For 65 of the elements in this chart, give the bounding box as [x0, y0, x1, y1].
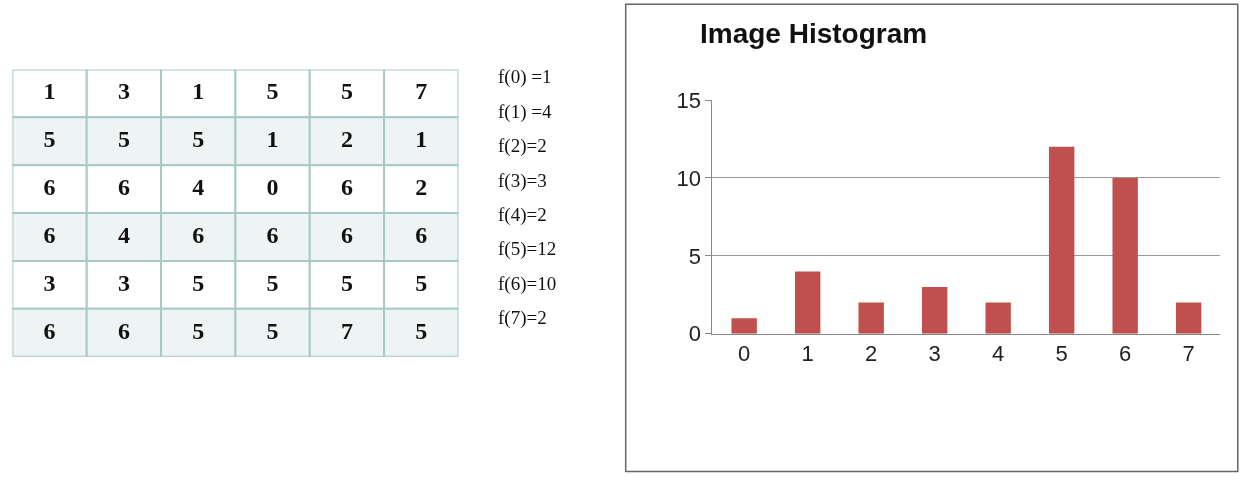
data-label: 1 [192, 78, 205, 105]
data-label: 0 [266, 174, 279, 201]
data-label: 1 [415, 126, 428, 153]
data-label: 6 [43, 222, 56, 249]
text: f(1) =4 [498, 101, 552, 123]
bar [858, 302, 884, 334]
text: f(3)=3 [498, 170, 547, 192]
y-tick-label: 5 [688, 243, 702, 269]
data-label: 2 [340, 126, 353, 153]
data-label: 6 [340, 174, 353, 201]
data-label: 3 [43, 269, 56, 296]
y-tick-label: 15 [676, 87, 702, 113]
data-label: 5 [192, 126, 205, 153]
data-label: 2 [415, 174, 428, 201]
text: f(7)=2 [498, 307, 547, 329]
data-label: 3 [117, 269, 130, 296]
bar [921, 286, 948, 334]
data-label: 6 [43, 174, 56, 201]
x-tick-label: 6 [1119, 341, 1132, 367]
data-label: 1 [266, 126, 279, 153]
text: f(5)=12 [498, 238, 557, 260]
data-label: 5 [415, 269, 428, 296]
data-label: 5 [340, 269, 353, 296]
bar [985, 302, 1011, 334]
x-tick-label: 7 [1182, 341, 1195, 367]
data-label: 6 [415, 222, 428, 249]
x-tick-label: 5 [1055, 341, 1068, 367]
data-label: 6 [266, 222, 279, 249]
y-tick-label: 0 [688, 321, 702, 347]
text: f(0) =1 [498, 66, 552, 88]
bar [731, 318, 757, 334]
data-label: 6 [192, 222, 205, 249]
data-label: 6 [340, 222, 353, 249]
x-tick-label: 4 [992, 341, 1005, 367]
data-label: 1 [43, 78, 56, 105]
x-tick-label: 2 [865, 341, 878, 367]
text: f(2)=2 [498, 135, 547, 157]
data-label: 6 [117, 317, 130, 344]
data-label: 5 [266, 317, 279, 344]
data-label: 7 [340, 317, 353, 344]
x-tick-label: 1 [801, 341, 814, 367]
data-label: 4 [192, 174, 205, 201]
data-label: 4 [117, 222, 130, 249]
bar [1112, 177, 1138, 334]
bar [1048, 146, 1075, 334]
data-label: 5 [117, 126, 130, 153]
text: f(6)=10 [498, 273, 557, 295]
x-tick-label: 0 [738, 341, 751, 367]
data-label: 7 [415, 78, 428, 105]
data-label: 5 [415, 317, 428, 344]
data-label: 5 [192, 317, 205, 344]
chart-title: Image Histogram [700, 18, 928, 49]
data-label: 5 [340, 78, 353, 105]
y-tick-label: 10 [676, 165, 702, 191]
bar [1175, 302, 1202, 334]
data-label: 5 [266, 78, 279, 105]
bar [794, 271, 821, 334]
data-label: 6 [117, 174, 130, 201]
data-label: 3 [117, 78, 130, 105]
data-label: 5 [192, 269, 205, 296]
data-label: 5 [43, 126, 56, 153]
x-tick-label: 3 [928, 341, 941, 367]
data-label: 6 [43, 317, 56, 344]
data-label: 5 [266, 269, 279, 296]
text: f(4)=2 [498, 204, 547, 226]
